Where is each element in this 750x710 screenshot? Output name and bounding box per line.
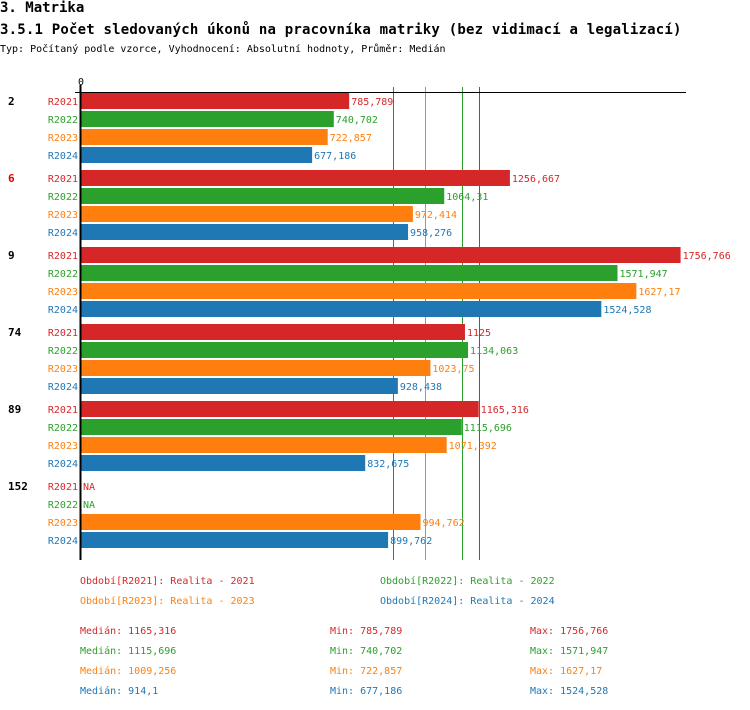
axis-zero-label: 0 (78, 77, 84, 88)
value-label: 722,857 (330, 133, 372, 144)
legend-item-r2022: Období[R2022]: Realita - 2022 (380, 576, 555, 587)
series-label: R2021 (48, 174, 78, 185)
bar-r2024 (81, 532, 389, 548)
bar-r2023 (81, 514, 421, 530)
value-label: 899,762 (390, 536, 432, 547)
bar-r2023 (81, 360, 431, 376)
series-label: R2022 (48, 115, 78, 126)
series-label: R2022 (48, 346, 78, 357)
bar-r2021 (81, 401, 479, 417)
stat-median-r2024: Medián: 914,1 (80, 686, 159, 697)
series-label: R2024 (48, 151, 78, 162)
bar-r2023 (81, 283, 637, 299)
stat-median-r2022: Medián: 1115,696 (80, 646, 177, 657)
value-label: NA (83, 482, 95, 493)
bar-r2022 (81, 188, 445, 204)
bar-r2021 (81, 170, 510, 186)
value-label: 1256,667 (512, 174, 560, 185)
value-label: 740,702 (336, 115, 378, 126)
bar-r2022 (81, 419, 462, 435)
bar-r2021 (81, 93, 350, 109)
stat-min-r2024: Min: 677,186 (330, 686, 403, 697)
series-label: R2021 (48, 328, 78, 339)
series-label: R2021 (48, 405, 78, 416)
value-label: 994,762 (423, 518, 465, 529)
legend-item-r2024: Období[R2024]: Realita - 2024 (380, 596, 555, 607)
series-label: R2021 (48, 482, 78, 493)
bar-r2023 (81, 206, 413, 222)
stat-min-r2022: Min: 740,702 (330, 646, 403, 657)
group-label: 89 (8, 403, 21, 416)
bar-r2022 (81, 342, 469, 358)
stat-median-r2021: Medián: 1165,316 (80, 626, 177, 637)
value-label: 972,414 (415, 210, 457, 221)
value-label: 1071,392 (449, 441, 497, 452)
value-label: 1571,947 (620, 269, 668, 280)
group-label: 152 (8, 480, 28, 493)
stat-median-r2023: Medián: 1009,256 (80, 666, 177, 677)
series-label: R2022 (48, 500, 78, 511)
bar-r2024 (81, 378, 398, 394)
series-label: R2024 (48, 228, 78, 239)
value-label: 958,276 (410, 228, 452, 239)
value-label: 1165,316 (481, 405, 529, 416)
bar-r2021 (81, 247, 681, 263)
value-label: 1115,696 (464, 423, 512, 434)
series-label: R2023 (48, 364, 78, 375)
series-label: R2023 (48, 133, 78, 144)
series-label: R2024 (48, 459, 78, 470)
value-label: NA (83, 500, 95, 511)
bar-r2022 (81, 111, 334, 127)
stat-max-r2024: Max: 1524,528 (530, 686, 609, 697)
section-heading: 3. Matrika (0, 0, 85, 16)
legend-item-r2021: Období[R2021]: Realita - 2021 (80, 576, 255, 587)
series-label: R2021 (48, 251, 78, 262)
series-label: R2022 (48, 423, 78, 434)
series-label: R2021 (48, 97, 78, 108)
bar-r2024 (81, 301, 602, 317)
value-label: 1023,75 (432, 364, 474, 375)
group-label: 2 (8, 95, 15, 108)
value-label: 1134,063 (470, 346, 518, 357)
value-label: 832,675 (367, 459, 409, 470)
value-label: 1756,766 (683, 251, 731, 262)
series-label: R2023 (48, 210, 78, 221)
group-label: 74 (8, 326, 22, 339)
bar-r2023 (81, 129, 328, 145)
stat-max-r2023: Max: 1627,17 (530, 666, 603, 677)
bar-r2024 (81, 224, 409, 240)
series-label: R2023 (48, 441, 78, 452)
value-label: 1524,528 (603, 305, 651, 316)
chart-subtitle: Typ: Počítaný podle vzorce, Vyhodnocení:… (0, 44, 446, 55)
legend-item-r2023: Období[R2023]: Realita - 2023 (80, 596, 255, 607)
value-label: 1627,17 (638, 287, 680, 298)
stat-min-r2023: Min: 722,857 (330, 666, 403, 677)
bar-r2024 (81, 455, 366, 471)
value-label: 1125 (467, 328, 491, 339)
group-label: 6 (8, 172, 15, 185)
series-label: R2024 (48, 536, 78, 547)
value-label: 785,789 (351, 97, 393, 108)
stat-min-r2021: Min: 785,789 (330, 626, 403, 637)
bar-r2024 (81, 147, 313, 163)
bar-r2021 (81, 324, 465, 340)
value-label: 928,438 (400, 382, 442, 393)
value-label: 677,186 (314, 151, 356, 162)
chart-title: 3.5.1 Počet sledovaných úkonů na pracovn… (0, 22, 682, 38)
bar-r2023 (81, 437, 447, 453)
stat-max-r2021: Max: 1756,766 (530, 626, 609, 637)
series-label: R2022 (48, 192, 78, 203)
series-label: R2022 (48, 269, 78, 280)
bar-r2022 (81, 265, 618, 281)
series-label: R2024 (48, 305, 78, 316)
series-label: R2023 (48, 287, 78, 298)
stat-max-r2022: Max: 1571,947 (530, 646, 609, 657)
group-label: 9 (8, 249, 15, 262)
series-label: R2023 (48, 518, 78, 529)
value-label: 1064,31 (446, 192, 488, 203)
series-label: R2024 (48, 382, 78, 393)
